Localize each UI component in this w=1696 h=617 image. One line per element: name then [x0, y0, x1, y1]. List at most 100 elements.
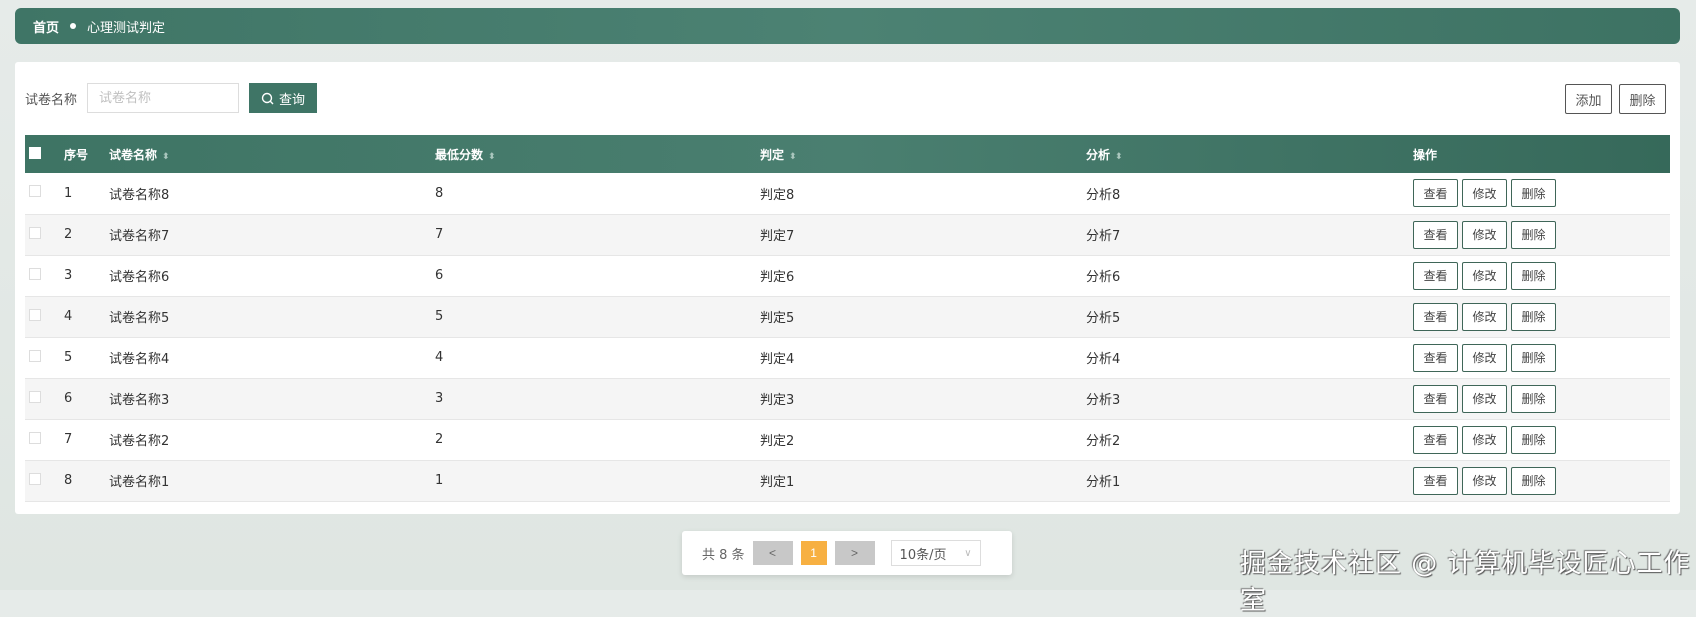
- breadcrumb-home[interactable]: 首页: [33, 20, 60, 36]
- column-header-score[interactable]: 最低分数 ⬍: [435, 135, 760, 173]
- cell-analysis: 分析6: [1086, 270, 1121, 285]
- edit-button[interactable]: 修改: [1462, 425, 1507, 454]
- table-row: 7 试卷名称2 2 判定2 分析2 查看 修改 删除: [25, 419, 1670, 460]
- row-checkbox[interactable]: [29, 267, 41, 280]
- next-page-button[interactable]: >: [834, 541, 875, 565]
- column-header-label: 分析: [1086, 147, 1111, 162]
- delete-button[interactable]: 删除: [1511, 302, 1556, 331]
- row-checkbox[interactable]: [29, 431, 41, 444]
- cell-verdict: 判定7: [760, 229, 795, 244]
- column-header-verdict[interactable]: 判定 ⬍: [760, 135, 1086, 173]
- cell-name: 试卷名称2: [109, 434, 170, 449]
- cell-analysis: 分析2: [1086, 434, 1121, 449]
- data-table: 序号 试卷名称 ⬍ 最低分数 ⬍ 判定 ⬍ 分析 ⬍ 操作 1 试卷名称8 8 判定8 …: [25, 135, 1670, 502]
- sort-icon[interactable]: ⬍: [488, 151, 496, 162]
- view-button[interactable]: 查看: [1413, 220, 1458, 249]
- row-checkbox[interactable]: [29, 390, 41, 403]
- row-checkbox[interactable]: [29, 349, 41, 362]
- cell-no: 7: [64, 432, 73, 447]
- row-checkbox[interactable]: [29, 185, 41, 198]
- cell-score: 2: [435, 432, 444, 447]
- cell-verdict: 判定6: [760, 270, 795, 285]
- view-button[interactable]: 查看: [1413, 261, 1458, 290]
- batch-delete-button[interactable]: 删除: [1619, 84, 1666, 114]
- table-row: 5 试卷名称4 4 判定4 分析4 查看 修改 删除: [25, 337, 1670, 378]
- cell-verdict: 判定8: [760, 187, 795, 203]
- sort-icon[interactable]: ⬍: [789, 151, 797, 162]
- delete-button[interactable]: 删除: [1511, 343, 1556, 372]
- cell-actions: 查看 修改 删除: [1413, 460, 1670, 501]
- cell-name: 试卷名称6: [109, 270, 170, 285]
- row-checkbox[interactable]: [29, 226, 41, 239]
- table-row: 1 试卷名称8 8 判定8 分析8 查看 修改 删除: [25, 173, 1670, 214]
- delete-button[interactable]: 删除: [1511, 261, 1556, 290]
- query-button[interactable]: 查询: [249, 83, 317, 113]
- edit-button[interactable]: 修改: [1462, 466, 1507, 495]
- view-button[interactable]: 查看: [1413, 384, 1458, 413]
- row-checkbox[interactable]: [29, 308, 41, 321]
- page-size-select[interactable]: 10条/页 ∨: [890, 540, 981, 566]
- table-row: 8 试卷名称1 1 判定1 分析1 查看 修改 删除: [25, 460, 1670, 501]
- view-button[interactable]: 查看: [1413, 302, 1458, 331]
- cell-name: 试卷名称7: [109, 229, 170, 244]
- cell-analysis: 分析4: [1086, 352, 1121, 367]
- cell-name: 试卷名称8: [109, 187, 170, 203]
- cell-verdict: 判定2: [760, 434, 795, 449]
- page-1-button[interactable]: 1: [800, 541, 827, 565]
- cell-no: 5: [64, 350, 73, 365]
- cell-name: 试卷名称4: [109, 352, 170, 367]
- sort-icon[interactable]: ⬍: [1115, 151, 1123, 162]
- add-button[interactable]: 添加: [1565, 84, 1612, 114]
- search-icon: [261, 92, 274, 104]
- edit-button[interactable]: 修改: [1462, 343, 1507, 372]
- cell-score: 4: [435, 350, 444, 365]
- chevron-down-icon: ∨: [964, 547, 972, 559]
- cell-no: 6: [64, 391, 73, 406]
- delete-button[interactable]: 删除: [1511, 220, 1556, 249]
- view-button[interactable]: 查看: [1413, 343, 1458, 372]
- row-checkbox[interactable]: [29, 472, 41, 485]
- edit-button[interactable]: 修改: [1462, 384, 1507, 413]
- cell-name: 试卷名称1: [109, 475, 170, 490]
- view-button[interactable]: 查看: [1413, 179, 1458, 208]
- search-input[interactable]: [87, 83, 239, 113]
- cell-actions: 查看 修改 删除: [1413, 255, 1670, 296]
- content-card: 试卷名称 查询 添加 删除 序号 试卷名称 ⬍ 最低分数 ⬍ 判定 ⬍ 分析 ⬍ 操作 …: [15, 62, 1680, 514]
- column-header-analysis[interactable]: 分析 ⬍: [1086, 135, 1413, 173]
- cell-actions: 查看 修改 删除: [1413, 214, 1670, 255]
- cell-analysis: 分析3: [1086, 393, 1121, 408]
- edit-button[interactable]: 修改: [1462, 179, 1507, 208]
- delete-button[interactable]: 删除: [1511, 179, 1556, 208]
- cell-verdict: 判定5: [760, 311, 795, 326]
- delete-button[interactable]: 删除: [1511, 425, 1556, 454]
- sort-icon[interactable]: ⬍: [162, 151, 170, 162]
- edit-button[interactable]: 修改: [1462, 220, 1507, 249]
- cell-score: 3: [435, 391, 444, 406]
- table-row: 6 试卷名称3 3 判定3 分析3 查看 修改 删除: [25, 378, 1670, 419]
- cell-name: 试卷名称5: [109, 311, 170, 326]
- cell-analysis: 分析8: [1086, 187, 1121, 203]
- cell-no: 2: [64, 227, 73, 242]
- view-button[interactable]: 查看: [1413, 466, 1458, 495]
- query-button-label: 查询: [278, 92, 305, 108]
- select-all-checkbox[interactable]: [29, 146, 41, 159]
- column-header-no: 序号: [64, 147, 89, 162]
- column-header-name[interactable]: 试卷名称 ⬍: [109, 135, 435, 173]
- delete-button[interactable]: 删除: [1511, 384, 1556, 413]
- breadcrumb: 首页 心理测试判定: [15, 8, 1680, 44]
- page-size-value: 10条/页: [899, 547, 947, 563]
- cell-score: 7: [435, 227, 444, 242]
- cell-name: 试卷名称3: [109, 393, 170, 408]
- cell-score: 6: [435, 268, 444, 283]
- view-button[interactable]: 查看: [1413, 425, 1458, 454]
- cell-score: 5: [435, 309, 444, 324]
- column-header-label: 试卷名称: [109, 147, 158, 162]
- table-row: 3 试卷名称6 6 判定6 分析6 查看 修改 删除: [25, 255, 1670, 296]
- table-row: 4 试卷名称5 5 判定5 分析5 查看 修改 删除: [25, 296, 1670, 337]
- column-header-actions: 操作: [1413, 147, 1438, 162]
- delete-button[interactable]: 删除: [1511, 466, 1556, 495]
- prev-page-button[interactable]: <: [752, 541, 793, 565]
- edit-button[interactable]: 修改: [1462, 302, 1507, 331]
- cell-analysis: 分析5: [1086, 311, 1121, 326]
- edit-button[interactable]: 修改: [1462, 261, 1507, 290]
